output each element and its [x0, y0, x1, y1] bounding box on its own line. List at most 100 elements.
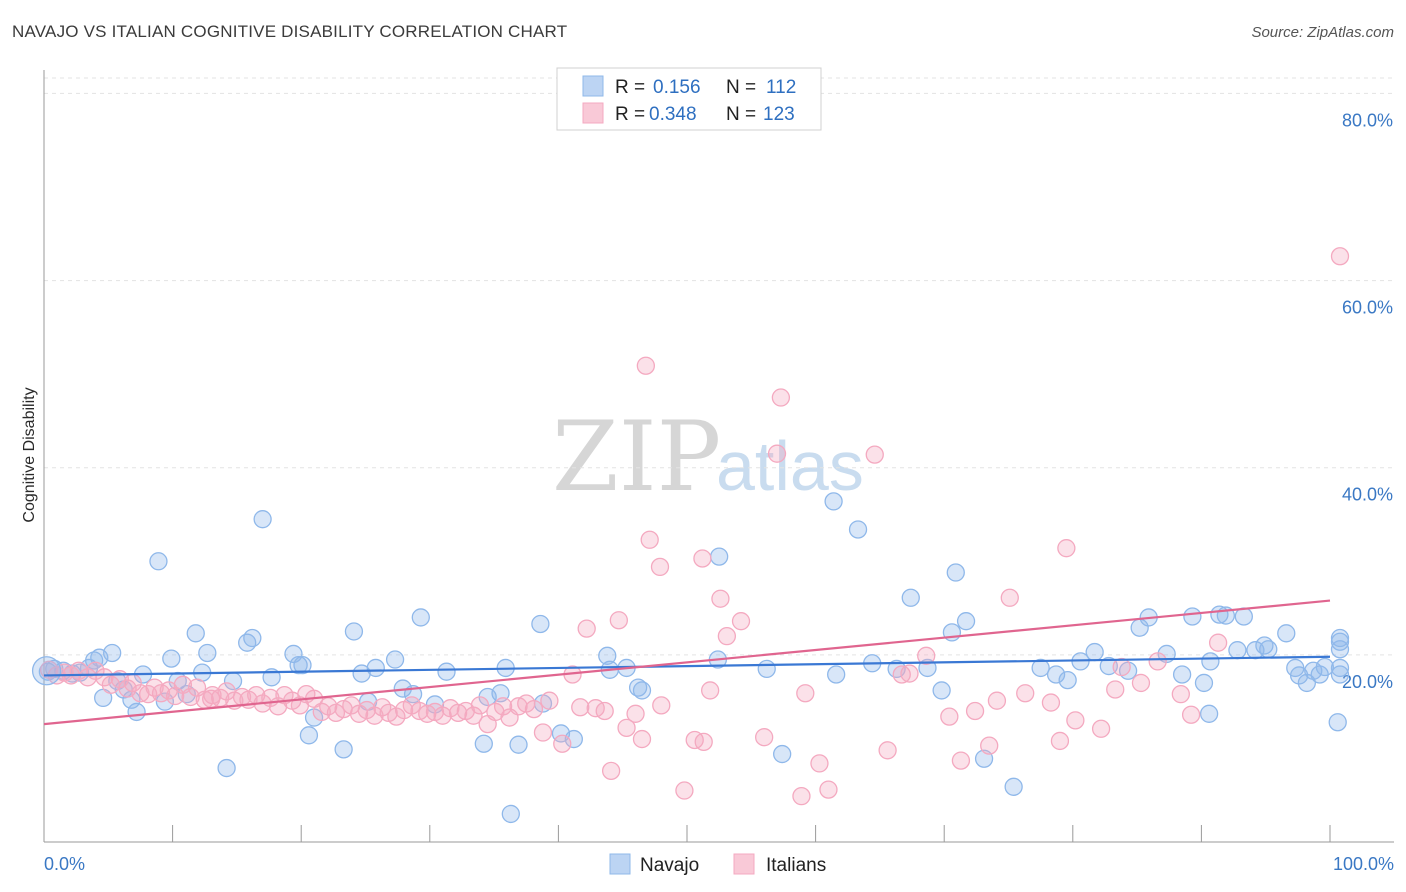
point-italians [632, 729, 652, 749]
point-navajo [253, 510, 272, 529]
point-italians [900, 664, 919, 683]
point-italians [711, 589, 730, 608]
gridlines [44, 77, 1394, 656]
point-italians [693, 549, 712, 568]
point-italians [1112, 657, 1131, 677]
point-italians [609, 611, 628, 630]
point-navajo [946, 563, 965, 582]
y-tick-labels: 20.0% 40.0% 60.0% 80.0% [1342, 110, 1393, 691]
point-italians [965, 701, 985, 721]
point-italians [577, 619, 596, 638]
point-italians [540, 691, 559, 710]
point-italians [636, 356, 655, 375]
point-italians [650, 557, 670, 577]
point-navajo [198, 643, 217, 663]
point-italians [878, 741, 897, 760]
point-italians [626, 704, 645, 723]
point-italians [95, 668, 114, 687]
legend-r-value-2: 0.348 [649, 104, 697, 125]
point-italians [685, 730, 704, 750]
point-italians [1091, 719, 1111, 738]
point-navajo [501, 804, 520, 824]
point-italians [470, 696, 490, 715]
point-italians [951, 751, 971, 770]
point-navajo [901, 588, 920, 607]
point-italians [892, 665, 911, 684]
point-italians [202, 689, 221, 708]
point-navajo [632, 681, 652, 700]
point-italians [987, 691, 1007, 710]
trend-line-italians [43, 599, 1331, 726]
x-tick-label-min: 0.0% [44, 854, 85, 874]
point-navajo [956, 612, 976, 631]
point-italians [464, 706, 483, 725]
bottom-legend-navajo: Navajo [640, 855, 699, 876]
point-italians [139, 685, 158, 704]
y-tick-label: 20.0% [1342, 672, 1393, 692]
point-navajo [127, 702, 146, 722]
point-navajo [932, 681, 951, 700]
point-italians [1016, 684, 1035, 703]
point-navajo [1183, 607, 1202, 626]
point-italians [1131, 673, 1151, 693]
point-navajo [1330, 665, 1350, 684]
point-navajo [509, 735, 528, 754]
point-navajo-large [31, 656, 62, 686]
point-navajo [1085, 642, 1104, 662]
point-italians [1000, 588, 1019, 607]
point-navajo [344, 622, 364, 641]
point-italians [553, 734, 572, 753]
legend-swatch-navajo [582, 75, 604, 97]
legend-n-label-1: N = [726, 77, 756, 98]
point-navajo [1289, 666, 1309, 685]
point-italians [980, 736, 999, 755]
legend-n-value-2: 123 [763, 104, 795, 125]
point-italians [533, 723, 553, 742]
legend-box: R = 0.156 N = 112 R = 0.348 N = 123 [556, 67, 822, 131]
point-italians [819, 780, 838, 799]
x-tick-label-max: 100.0% [1333, 854, 1394, 874]
point-navajo [366, 658, 385, 678]
point-italians [1148, 652, 1167, 671]
point-italians [524, 699, 544, 719]
point-italians [595, 701, 614, 721]
point-italians [796, 684, 815, 703]
point-italians [181, 687, 200, 707]
point-navajo [289, 656, 308, 675]
point-navajo [474, 734, 493, 753]
point-italians [1330, 247, 1350, 266]
point-italians [917, 646, 936, 665]
point-italians [493, 697, 513, 716]
bottom-legend-italians: Italians [766, 855, 826, 876]
legend-n-value-1: 112 [766, 77, 796, 98]
watermark-atlas: atlas [716, 427, 864, 505]
point-navajo [598, 646, 617, 665]
point-italians [675, 781, 694, 800]
point-navajo [1194, 673, 1214, 693]
point-navajo [1328, 713, 1347, 732]
trend-lines [43, 599, 1331, 726]
point-navajo [1199, 704, 1219, 723]
point-italians [1066, 711, 1085, 730]
point-italians [792, 787, 811, 806]
source-credit: Source: ZipAtlas.com [1251, 24, 1394, 41]
point-italians [640, 530, 659, 549]
point-navajo [1099, 656, 1118, 676]
point-navajo [1201, 652, 1220, 671]
point-navajo [1259, 640, 1278, 659]
point-italians [1106, 680, 1125, 699]
point-navajo [564, 729, 583, 749]
watermark-zip: ZIP [552, 401, 721, 513]
point-navajo [162, 649, 181, 668]
point-navajo [411, 608, 430, 627]
point-italians [601, 761, 621, 781]
point-navajo [1228, 641, 1247, 660]
point-italians [731, 612, 751, 631]
point-navajo [824, 492, 843, 511]
point-navajo [531, 614, 550, 634]
point-navajo [1172, 665, 1192, 684]
point-navajo [293, 656, 312, 675]
point-italians [717, 626, 737, 646]
point-navajo [710, 547, 729, 566]
